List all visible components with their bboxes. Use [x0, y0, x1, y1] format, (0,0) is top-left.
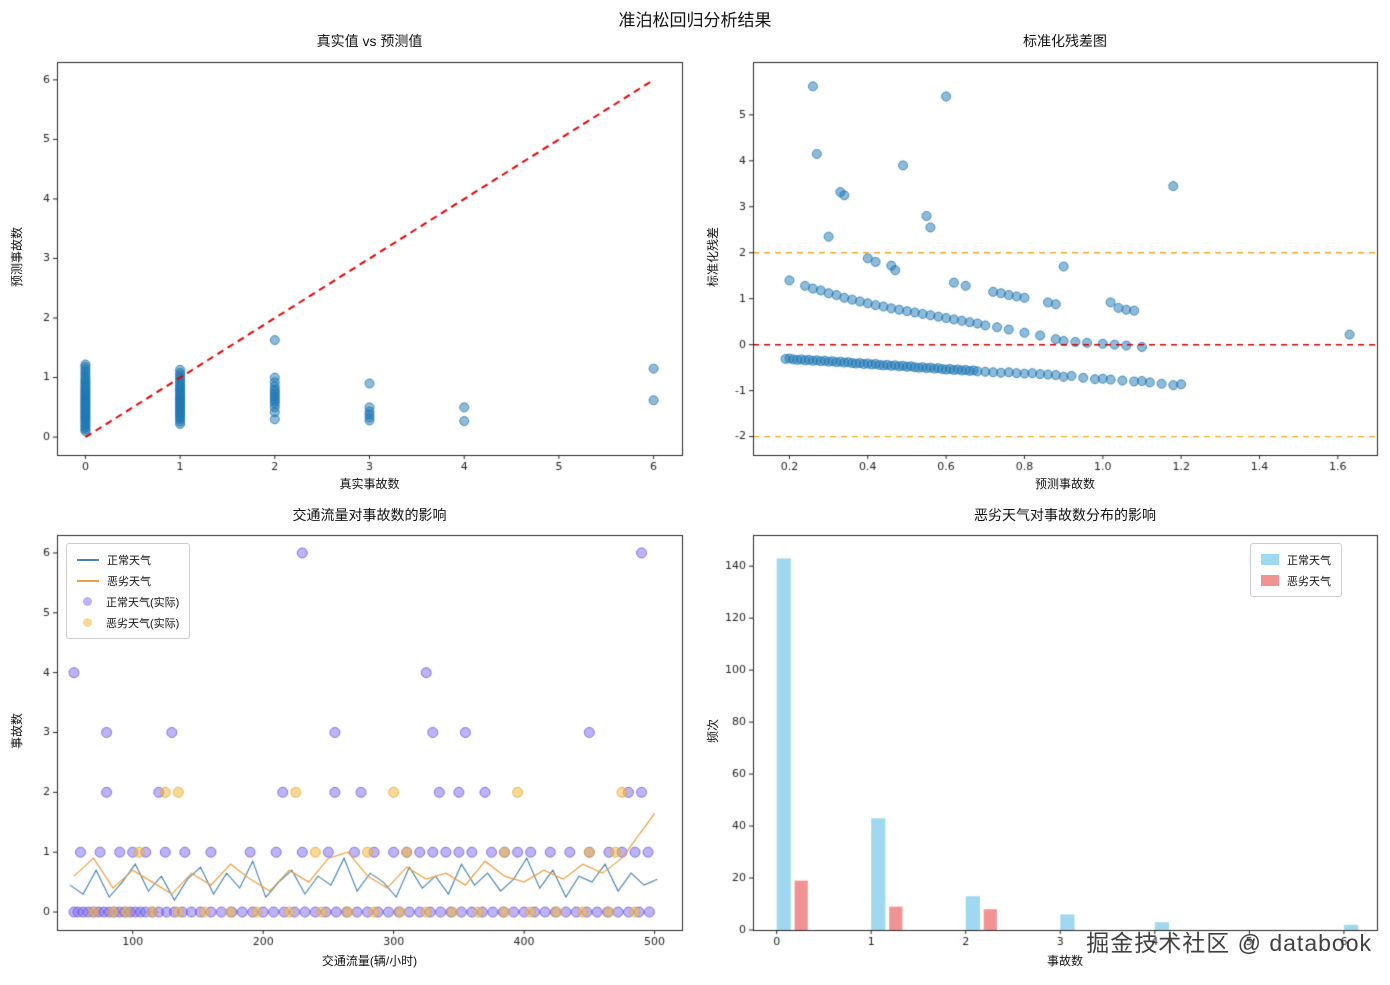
subplot1-ylabel: 预测事故数 [10, 227, 24, 288]
legend-item-bad-weather-line: 恶劣天气 [77, 570, 179, 591]
legend-label: 正常天气 [107, 554, 151, 567]
subplot4-legend: 正常天气 恶劣天气 [1250, 543, 1342, 597]
subplot2-canvas-residuals [710, 50, 1390, 475]
subplot1-canvas-true-vs-pred [15, 50, 695, 475]
dot-swatch-icon [83, 597, 92, 606]
legend-label: 恶劣天气 [1287, 575, 1331, 588]
legend-label: 恶劣天气 [107, 575, 151, 588]
dot-swatch-icon [83, 618, 92, 627]
subplot2-title: 标准化残差图 [1023, 33, 1107, 49]
patch-swatch-icon [1261, 554, 1279, 565]
legend-item-bad-weather-bars: 恶劣天气 [1261, 570, 1331, 591]
subplot4-xlabel: 事故数 [1046, 954, 1083, 968]
legend-label: 正常天气 [1287, 554, 1331, 567]
legend-item-normal-weather-line: 正常天气 [77, 549, 179, 570]
subplot4-ylabel: 频次 [706, 719, 720, 744]
subplot3-title: 交通流量对事故数的影响 [292, 507, 447, 523]
line-swatch-icon [77, 579, 99, 582]
legend-label: 恶劣天气(实际) [106, 617, 180, 630]
subplot3-legend: 正常天气 恶劣天气 正常天气(实际) 恶劣天气(实际) [66, 543, 191, 639]
subplot1-xlabel: 真实事故数 [339, 477, 400, 491]
subplot1-title: 真实值 vs 预测值 [316, 33, 423, 49]
legend-item-normal-weather-bars: 正常天气 [1261, 549, 1331, 570]
legend-item-normal-weather-actual: 正常天气(实际) [77, 591, 179, 612]
watermark-text: 掘金技术社区 @ databook [1086, 930, 1372, 956]
figure-title: 准泊松回归分析结果 [618, 11, 772, 30]
subplot3-ylabel: 事故数 [10, 713, 24, 750]
subplot3-xlabel: 交通流量(辆/小时) [321, 954, 418, 968]
patch-swatch-icon [1261, 575, 1279, 586]
subplot4-title: 恶劣天气对事故数分布的影响 [974, 507, 1156, 523]
line-swatch-icon [77, 558, 99, 561]
subplot2-xlabel: 预测事故数 [1034, 477, 1095, 491]
legend-item-bad-weather-actual: 恶劣天气(实际) [77, 612, 179, 633]
subplot2-ylabel: 标准化残差 [706, 227, 720, 288]
legend-label: 正常天气(实际) [106, 596, 180, 609]
